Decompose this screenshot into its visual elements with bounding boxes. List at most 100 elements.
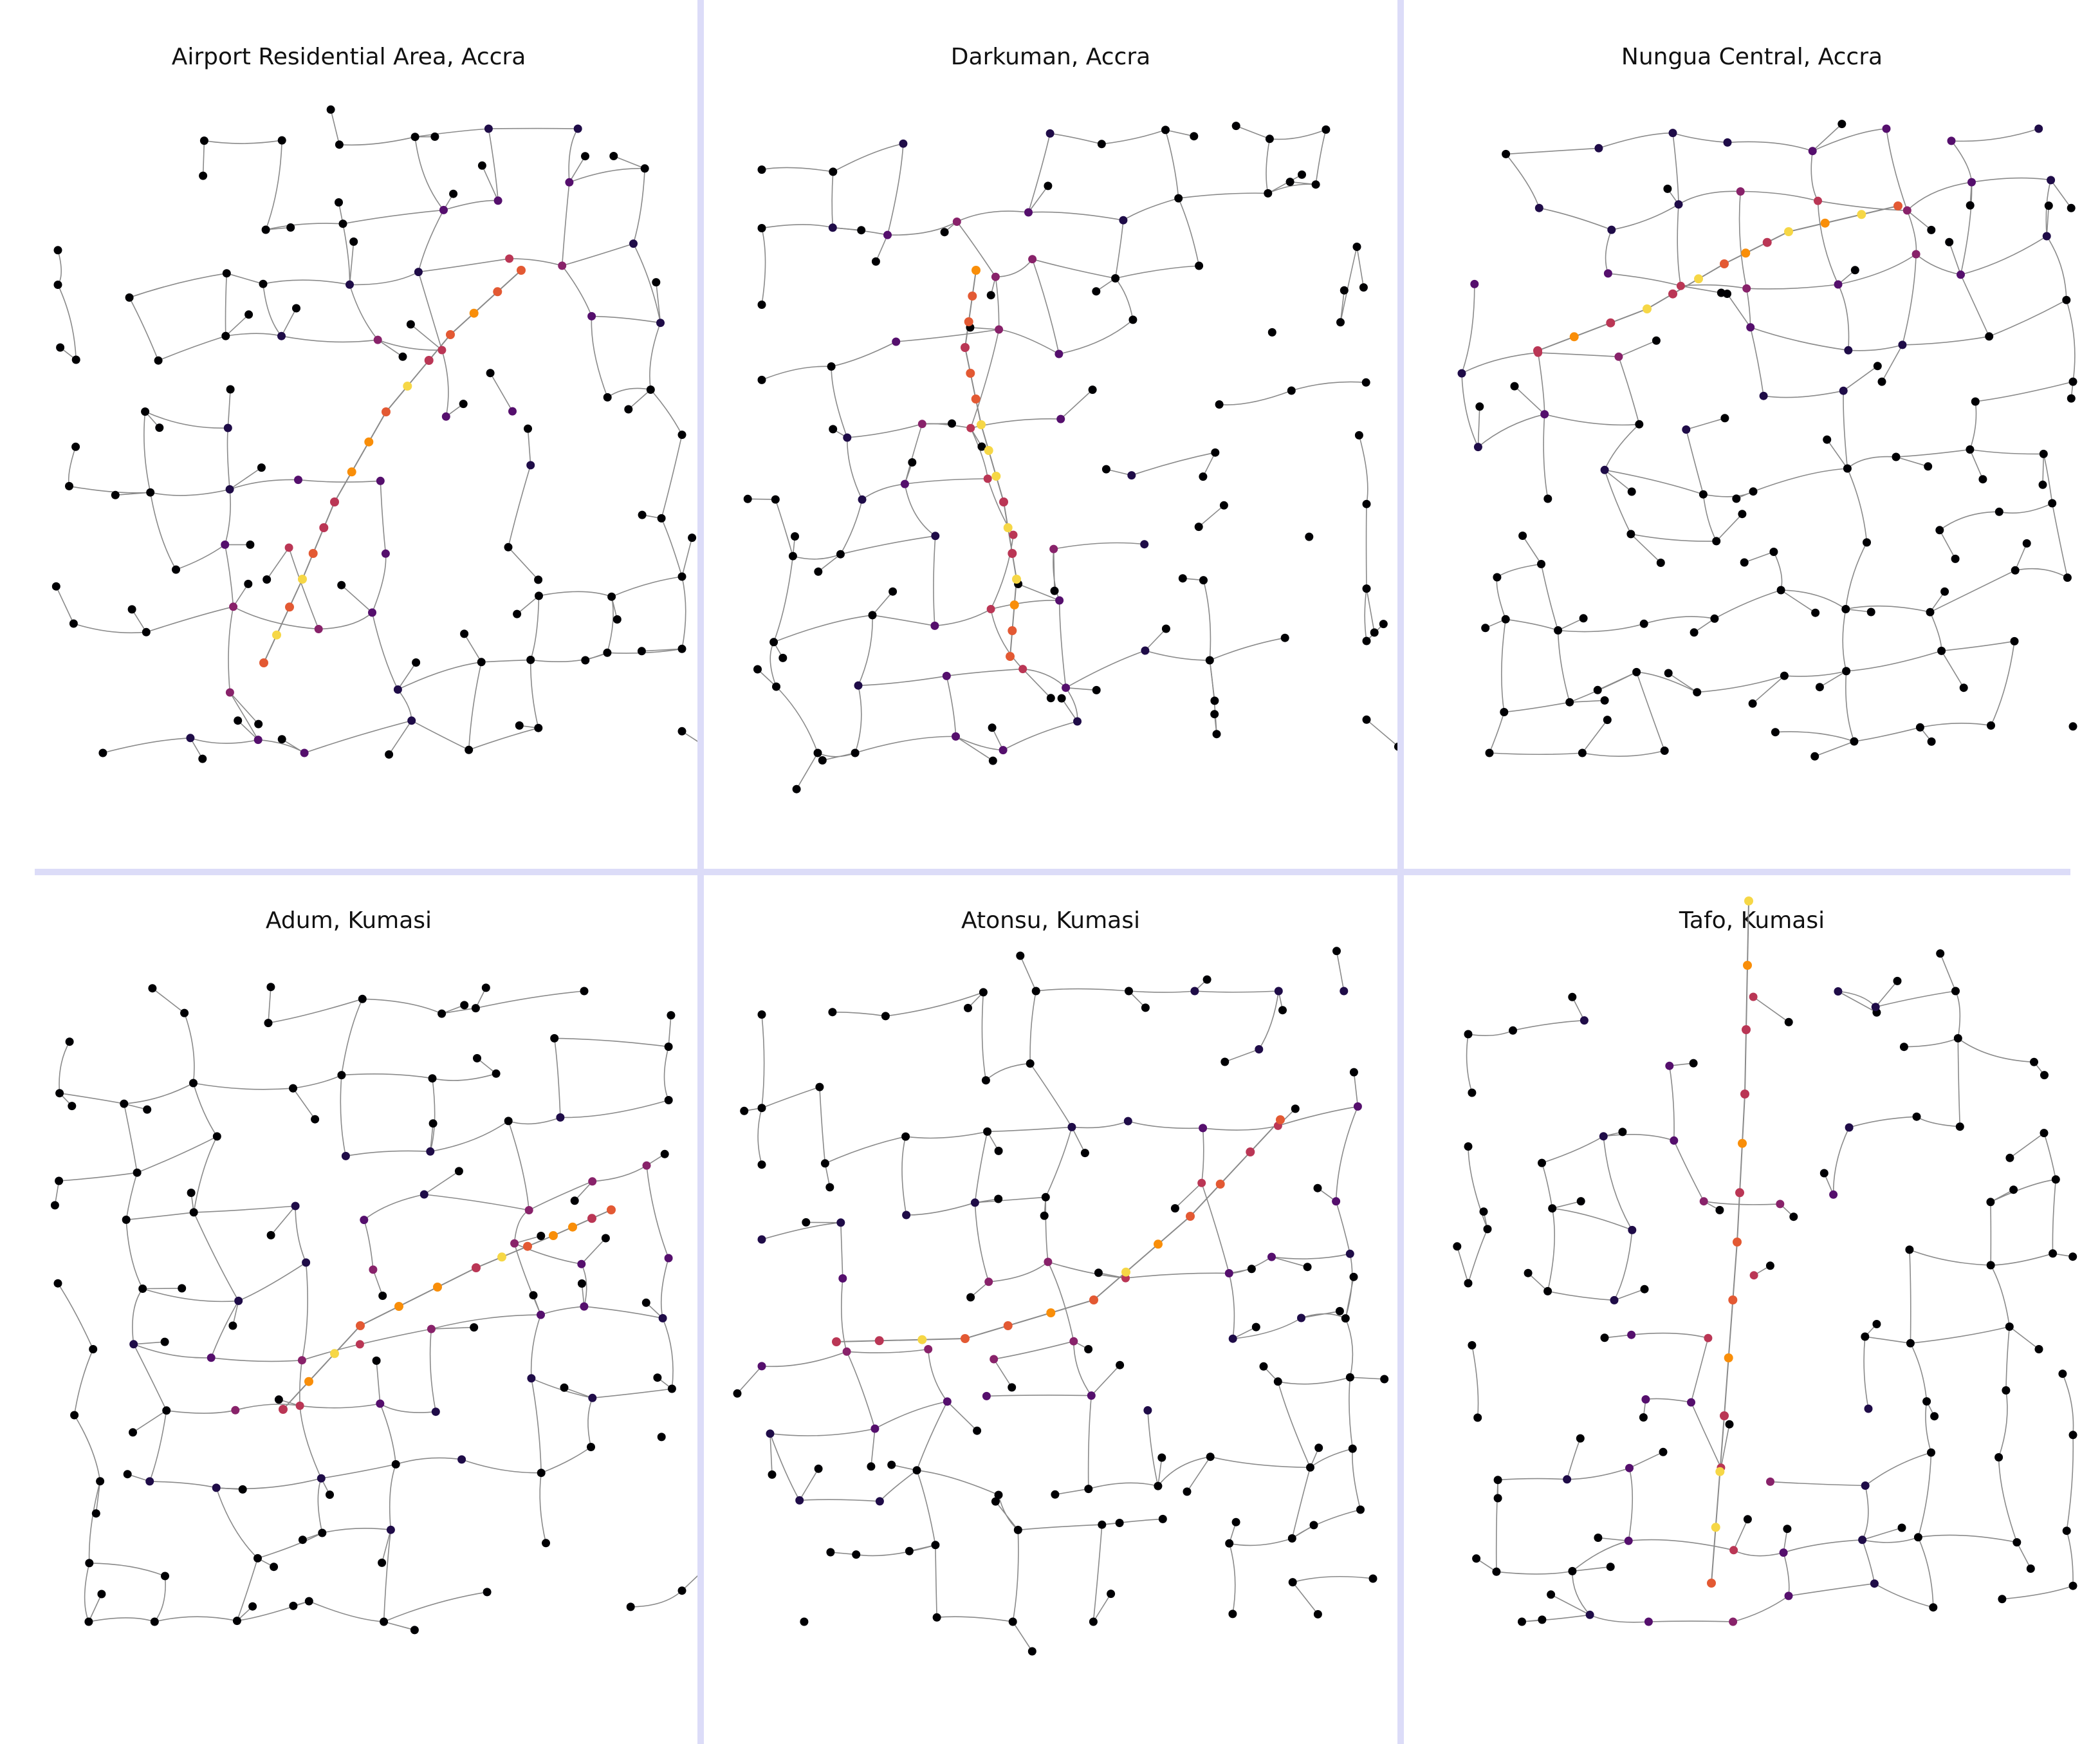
- intersection-node: [677, 727, 686, 736]
- street-edge: [1906, 210, 1932, 231]
- intersection-node: [1576, 1434, 1585, 1443]
- intersection-node: [232, 1617, 241, 1626]
- intersection-node: [979, 988, 988, 997]
- street-edge: [228, 606, 234, 693]
- street-edge: [1335, 1201, 1351, 1254]
- intersection-node: [542, 1539, 550, 1548]
- intersection-node: [537, 1232, 546, 1240]
- street-edge: [1848, 1116, 1917, 1128]
- intersection-node: [1028, 255, 1037, 264]
- street-edge: [975, 1196, 1046, 1203]
- street-edge: [613, 155, 645, 169]
- intersection-node: [223, 423, 232, 432]
- street-edge: [1047, 1261, 1074, 1342]
- intersection-node: [1380, 1375, 1389, 1384]
- intersection-node: [1362, 715, 1371, 724]
- street-edge: [1957, 1038, 1961, 1127]
- intersection-node: [883, 230, 892, 239]
- street-edge: [262, 284, 282, 337]
- street-edge: [841, 1278, 847, 1352]
- street-edge: [468, 662, 482, 750]
- street-edge: [1733, 1519, 1749, 1551]
- street-edge: [681, 537, 693, 577]
- intersection-node: [277, 136, 286, 145]
- street-edge: [819, 1087, 826, 1164]
- intersection-node: [335, 198, 343, 207]
- street-edge: [133, 1344, 212, 1359]
- street-edge: [1219, 390, 1292, 405]
- intersection-node: [234, 1296, 243, 1305]
- street-edge: [1229, 1537, 1293, 1546]
- central-node: [1046, 1308, 1056, 1317]
- intersection-node: [1710, 614, 1719, 623]
- street-edge: [818, 553, 841, 572]
- intersection-node: [1101, 465, 1110, 474]
- street-edge: [1686, 429, 1704, 495]
- intersection-node: [1212, 730, 1221, 739]
- intersection-node: [1841, 605, 1850, 613]
- intersection-node: [1055, 349, 1064, 358]
- street-edge: [1572, 1540, 1629, 1572]
- street-edge: [611, 576, 683, 597]
- intersection-node: [1062, 683, 1071, 692]
- intersection-node: [854, 681, 863, 690]
- intersection-node: [1947, 136, 1956, 145]
- street-edge: [1128, 1120, 1203, 1129]
- intersection-node: [391, 1460, 400, 1469]
- street-edge: [1547, 1208, 1555, 1292]
- intersection-node: [931, 1541, 940, 1550]
- street-edge: [371, 553, 387, 613]
- intersection-node: [1689, 1059, 1698, 1068]
- intersection-node: [827, 362, 836, 371]
- intersection-nodes: [733, 947, 1389, 1656]
- street-edge: [1552, 1207, 1633, 1231]
- intersection-node: [1050, 586, 1059, 595]
- street-edge: [1271, 1253, 1350, 1259]
- street-edge: [1198, 505, 1224, 528]
- street-edge: [1727, 141, 1813, 152]
- intersection-node: [127, 605, 136, 614]
- intersection-node: [1219, 501, 1228, 510]
- street-edge: [1228, 1543, 1236, 1615]
- street-edge: [150, 488, 230, 496]
- street-edge: [2043, 1133, 2057, 1180]
- intersection-node: [1255, 1045, 1264, 1053]
- intersection-node: [71, 442, 80, 451]
- intersection-node: [889, 587, 898, 596]
- street-edge: [761, 1086, 820, 1109]
- street-edge: [131, 609, 147, 633]
- street-edge: [418, 210, 445, 272]
- panel-title: Tafo, Kumasi: [1679, 907, 1825, 934]
- street-edge: [152, 988, 185, 1014]
- street-edge: [995, 1501, 1018, 1530]
- street-edge: [1788, 1582, 1875, 1597]
- intersection-node: [1624, 1536, 1633, 1545]
- intersection-node: [1905, 1245, 1914, 1254]
- street-edge: [1366, 719, 1397, 747]
- street-edge: [1567, 1467, 1630, 1480]
- intersection-node: [2005, 1153, 2014, 1162]
- street-edge: [854, 685, 862, 754]
- street-edge: [295, 1205, 307, 1263]
- street-edge: [995, 259, 1033, 277]
- street-edge: [288, 547, 319, 629]
- intersection-node: [1046, 694, 1055, 703]
- intersection-node: [259, 279, 268, 288]
- street-edge: [1060, 389, 1093, 420]
- intersection-node: [1306, 1463, 1314, 1472]
- intersection-node: [757, 224, 766, 232]
- intersection-node: [657, 1433, 666, 1442]
- street-edge: [1301, 1310, 1340, 1319]
- intersection-node: [1644, 1617, 1653, 1626]
- intersection-node: [994, 1490, 1003, 1499]
- intersection-node: [1898, 340, 1907, 349]
- street-edge: [293, 1074, 342, 1089]
- intersection-node: [1877, 377, 1886, 386]
- street-edge: [1589, 1614, 1649, 1623]
- street-edge: [95, 1481, 101, 1514]
- intersection-node: [792, 784, 801, 793]
- street-edge: [1277, 1381, 1311, 1468]
- intersection-node: [122, 1215, 131, 1224]
- street-edge: [1753, 468, 1848, 492]
- intersection-node: [658, 1313, 667, 1322]
